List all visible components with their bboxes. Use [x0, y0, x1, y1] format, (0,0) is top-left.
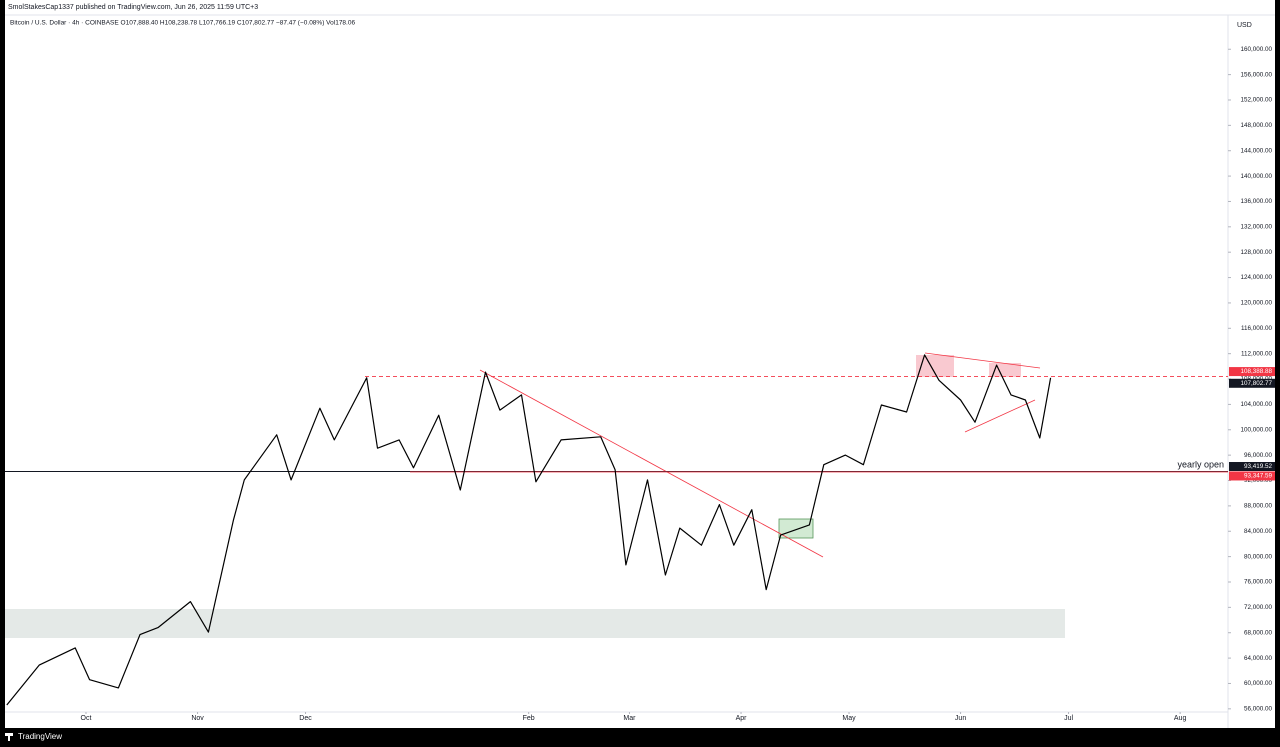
panel — [5, 0, 1275, 728]
y-tick-label: 72,000.00 — [1244, 604, 1273, 611]
level-label: 93,419.52 — [1244, 463, 1273, 470]
x-tick-label: Jun — [955, 715, 966, 722]
level-tag — [1229, 471, 1275, 481]
publisher: SmolStakesCap1337 published on TradingVi… — [8, 4, 258, 11]
triangle-bottom — [964, 399, 1036, 433]
x-tick-label: Feb — [523, 715, 535, 722]
y-tick-label: 100,000.00 — [1240, 426, 1272, 433]
x-tick-label: Dec — [299, 715, 312, 722]
level-tag — [1229, 378, 1275, 388]
trend-line — [479, 369, 824, 558]
y-tick-label: 144,000.00 — [1240, 147, 1272, 154]
annotation: yearly open — [1177, 459, 1224, 469]
y-tick-label: 104,000.00 — [1240, 401, 1272, 408]
level-label: 107,802.77 — [1240, 380, 1272, 387]
y-tick-label: 84,000.00 — [1244, 528, 1273, 535]
x-tick-label: Jul — [1064, 715, 1073, 722]
consolidation-box — [778, 518, 814, 539]
level-tag — [1229, 462, 1275, 472]
y-tick-label: 148,000.00 — [1240, 122, 1272, 129]
level-label: 93,347.59 — [1244, 473, 1273, 480]
y-tick-label: 88,000.00 — [1244, 503, 1273, 510]
y-tick-label: 80,000.00 — [1244, 553, 1273, 560]
y-tick-label: 96,000.00 — [1244, 452, 1273, 459]
footer-bar — [0, 728, 1280, 747]
x-tick-label: Apr — [736, 715, 748, 722]
y-tick-label: 64,000.00 — [1244, 655, 1273, 662]
y-tick-label: 140,000.00 — [1240, 173, 1272, 180]
y-tick-label: 152,000.00 — [1240, 97, 1272, 104]
y-tick-label: 160,000.00 — [1240, 46, 1272, 53]
x-tick-label: Aug — [1174, 715, 1187, 722]
footer-brand: TradingView — [18, 732, 62, 741]
y-tick-label: 68,000.00 — [1244, 629, 1273, 636]
y-tick-label: 136,000.00 — [1240, 198, 1272, 205]
x-tick-label: Nov — [191, 715, 204, 722]
top-box — [916, 355, 954, 377]
x-tick-label: May — [842, 715, 856, 722]
y-tick-label: 56,000.00 — [1244, 706, 1273, 713]
y-tick-label: 116,000.00 — [1241, 325, 1273, 332]
y-tick-label: 112,000.00 — [1241, 350, 1273, 357]
y-tick-label: 76,000.00 — [1244, 579, 1273, 586]
level-label: 108,388.88 — [1240, 368, 1272, 375]
y-tick-label: 60,000.00 — [1244, 680, 1273, 687]
demand-zone — [5, 609, 1065, 638]
x-tick-label: Mar — [623, 715, 636, 722]
y-tick-label: 92,000.00 — [1244, 477, 1273, 484]
y-tick-label: 124,000.00 — [1240, 274, 1272, 281]
chart-title: Bitcoin / U.S. Dollar · 4h · COINBASE O1… — [10, 20, 355, 27]
footer-logo — [5, 733, 13, 741]
level-tag — [1229, 367, 1275, 377]
y-tick-label: 120,000.00 — [1240, 300, 1272, 307]
x-tick-label: Oct — [81, 715, 92, 722]
price-line — [6, 354, 1052, 706]
y-axis-label: USD — [1237, 22, 1252, 29]
y-tick-label: 132,000.00 — [1240, 223, 1272, 230]
triangle-top — [924, 352, 1041, 369]
y-tick-label: 128,000.00 — [1240, 249, 1272, 256]
y-tick-label: 156,000.00 — [1240, 71, 1272, 78]
